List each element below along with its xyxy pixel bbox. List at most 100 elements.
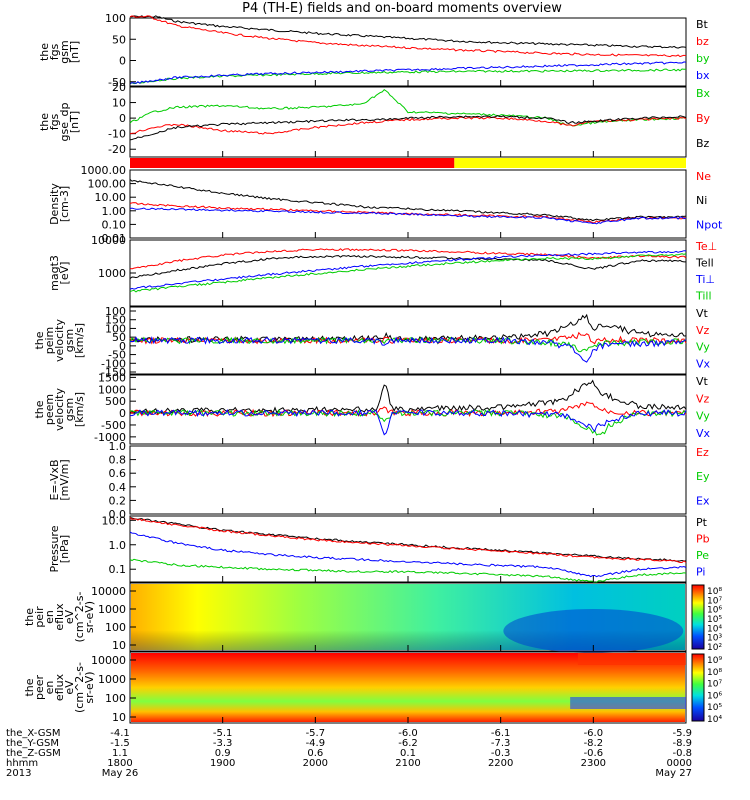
- panels: 100500-50thefgsgsm[nT]Btbzbybx20100-10-2…: [23, 12, 723, 725]
- y-label-line: eflux: [53, 673, 66, 701]
- y-tick-label: 1.0: [109, 440, 127, 453]
- panel-frame: [129, 374, 687, 445]
- series-line: [129, 517, 687, 563]
- series-line: [129, 254, 686, 279]
- y-tick-label: 10: [112, 639, 126, 652]
- y-tick-label: 0.0: [109, 508, 127, 521]
- y-ticks: 10000 1000 100 10: [91, 654, 136, 724]
- legend: Bt bz by bx: [696, 18, 710, 82]
- axis-tick-value: 1800: [107, 758, 132, 769]
- legend-entry: Vy: [696, 341, 710, 354]
- axis-tick-value: -0.6: [584, 748, 604, 759]
- spectrogram-feature: [577, 653, 686, 665]
- series-line: [129, 61, 687, 85]
- y-tick-label: 10.00: [95, 191, 127, 204]
- y-tick-label: -1000: [94, 431, 126, 444]
- y-ticks: 10000 1000 100 10: [91, 585, 136, 652]
- series-line: [129, 517, 687, 562]
- axis-tick-value: -6.0: [584, 728, 604, 739]
- panel-7: 1.00.80.60.40.20.0 E=-VxB[mV/m] Ez Ey Ex: [48, 440, 710, 521]
- legend-entry: bz: [696, 35, 709, 48]
- y-tick-label: -50: [108, 349, 126, 362]
- axis-tick-value: -5.7: [306, 728, 326, 739]
- y-tick-label: 1000.00: [81, 164, 127, 177]
- axis-tick-value: 0.9: [215, 748, 231, 759]
- axis-tick-value: 1900: [210, 758, 235, 769]
- panel-5: 100150100500-50-100-150thepeimvelocitygs…: [33, 305, 711, 379]
- legend-entry: Bt: [696, 18, 709, 31]
- legend-entry: Pe: [696, 549, 709, 562]
- colorbar-label: 10⁶: [707, 691, 722, 701]
- y-label-line: gse_dp: [58, 103, 71, 142]
- y-tick-label: 1000: [98, 383, 126, 396]
- y-label-line: velocity: [53, 319, 66, 362]
- y-ticks: 20 10 0 -10 -20: [108, 81, 136, 156]
- y-tick-label: 10: [112, 711, 126, 724]
- y-tick-label: 1000: [98, 603, 126, 616]
- y-label-line: peem: [43, 394, 56, 425]
- axis-tick-value: -5.9: [672, 728, 692, 739]
- panel-6: 150010005000-500-1000thepeemvelocitygsm[…: [33, 371, 711, 445]
- panel-8: 10.0 1.0 0.1 Pressure[nPa] Pt Pb Pe Pi: [48, 514, 710, 584]
- axis-tick-value: -0.3: [491, 748, 511, 759]
- legend: Vt Vz Vy Vx: [696, 307, 711, 370]
- legend-entry: Bz: [696, 137, 710, 150]
- series-line: [129, 253, 687, 293]
- y-tick-label: -100: [101, 357, 126, 370]
- y-axis-label: Density[cm-3]: [48, 183, 71, 225]
- spectrogram-feature: [570, 697, 686, 709]
- colorbar-label: 10⁸: [707, 587, 722, 597]
- y-tick-label: 100: [105, 322, 126, 335]
- legend: Te⊥ Tell Ti⊥ Till: [695, 240, 717, 302]
- y-tick-label: 20: [112, 81, 126, 94]
- legend-entry: Ey: [696, 470, 710, 483]
- y-label-line: [nT]: [68, 41, 81, 63]
- axis-tick-value: -7.3: [491, 738, 511, 749]
- panel-10: 10⁹10⁸10⁷10⁶10⁵10⁴10000100010010thepeere…: [23, 651, 722, 725]
- legend: Bx By Bz: [696, 87, 711, 150]
- y-label-line: velocity: [53, 388, 66, 431]
- series-line: [129, 15, 687, 49]
- y-tick-label: 0.2: [109, 494, 127, 507]
- legend-entry: Pt: [696, 516, 708, 529]
- y-label-line: [eV]: [58, 262, 71, 285]
- y-tick-label: -50: [108, 76, 126, 89]
- axis-tick-value: 0.6: [307, 748, 323, 759]
- panel-frame: [129, 515, 687, 583]
- y-tick-label: 10.0: [102, 514, 127, 527]
- mode-segment: [130, 158, 455, 168]
- y-tick-label: 100.00: [88, 178, 127, 191]
- axis-row-label: the_X-GSM: [6, 728, 60, 739]
- y-tick-label: 10000: [91, 234, 126, 247]
- series-line: [129, 401, 687, 418]
- y-tick-label: 150: [105, 314, 126, 327]
- y-label-line: [mV/m]: [58, 459, 71, 500]
- y-label-line: [nT]: [68, 111, 81, 133]
- series-line: [129, 89, 687, 127]
- colorbar-label: 10⁴: [707, 715, 722, 725]
- colorbar-label: 10⁵: [707, 615, 722, 625]
- series-line: [129, 336, 687, 363]
- y-tick-label: 1000: [98, 267, 126, 280]
- legend: Pt Pb Pe Pi: [696, 516, 710, 578]
- axis-tick-value: -8.2: [584, 738, 604, 749]
- axis-tick-value: -0.8: [672, 748, 692, 759]
- y-axis-label: Pressure[nPa]: [48, 525, 71, 572]
- series-line: [129, 531, 687, 578]
- colorbar-label: 10⁷: [707, 596, 722, 606]
- legend-entry: Vx: [696, 357, 711, 370]
- y-tick-label: 50: [112, 331, 126, 344]
- legend: Ne Ni Npot: [696, 170, 723, 231]
- axis-tick-value: -4.9: [306, 738, 326, 749]
- y-tick-label: 0: [119, 112, 126, 125]
